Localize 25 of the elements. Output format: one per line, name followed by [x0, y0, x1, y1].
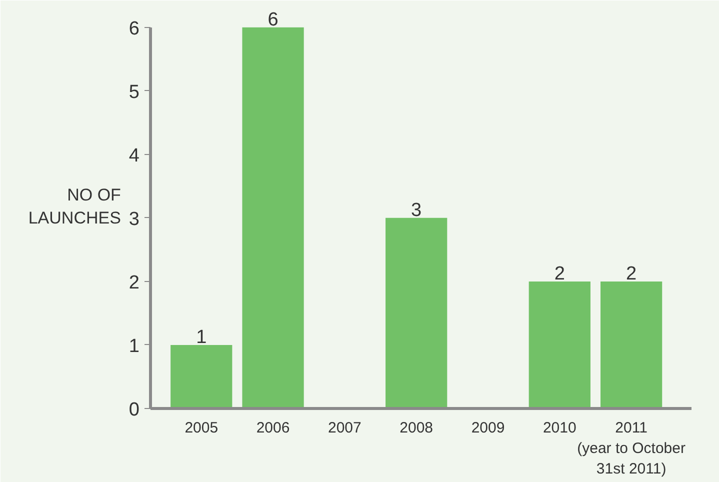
data-label: 2 — [626, 263, 637, 284]
x-tick-label: 2006 — [256, 420, 290, 436]
x-tick-label: 2007 — [328, 420, 362, 436]
data-label: 6 — [268, 9, 278, 30]
bar — [600, 281, 662, 408]
data-label: 3 — [411, 200, 422, 221]
x-tick-label: 2011 (year to October 31st 2011) — [577, 420, 686, 478]
bar — [242, 27, 304, 408]
y-tick-label: 3 — [128, 208, 140, 230]
y-tick-label: 4 — [128, 145, 140, 166]
x-tick-label: 2010 — [542, 420, 576, 436]
data-label: 1 — [196, 326, 207, 348]
y-tick-label: 2 — [128, 272, 140, 294]
y-tick-label: 0 — [128, 400, 140, 420]
y-axis-title: NO OF LAUNCHES — [28, 186, 121, 228]
bar — [170, 344, 232, 408]
data-label: 2 — [554, 263, 565, 284]
y-tick-label: 6 — [128, 18, 140, 40]
x-tick-label: 2005 — [184, 420, 218, 436]
bar — [386, 218, 448, 408]
y-tick-label: 1 — [128, 336, 140, 357]
x-tick-label: 2009 — [471, 420, 505, 436]
bar — [528, 281, 590, 408]
x-tick-label: 2008 — [400, 420, 434, 436]
y-tick-label: 5 — [128, 82, 140, 103]
